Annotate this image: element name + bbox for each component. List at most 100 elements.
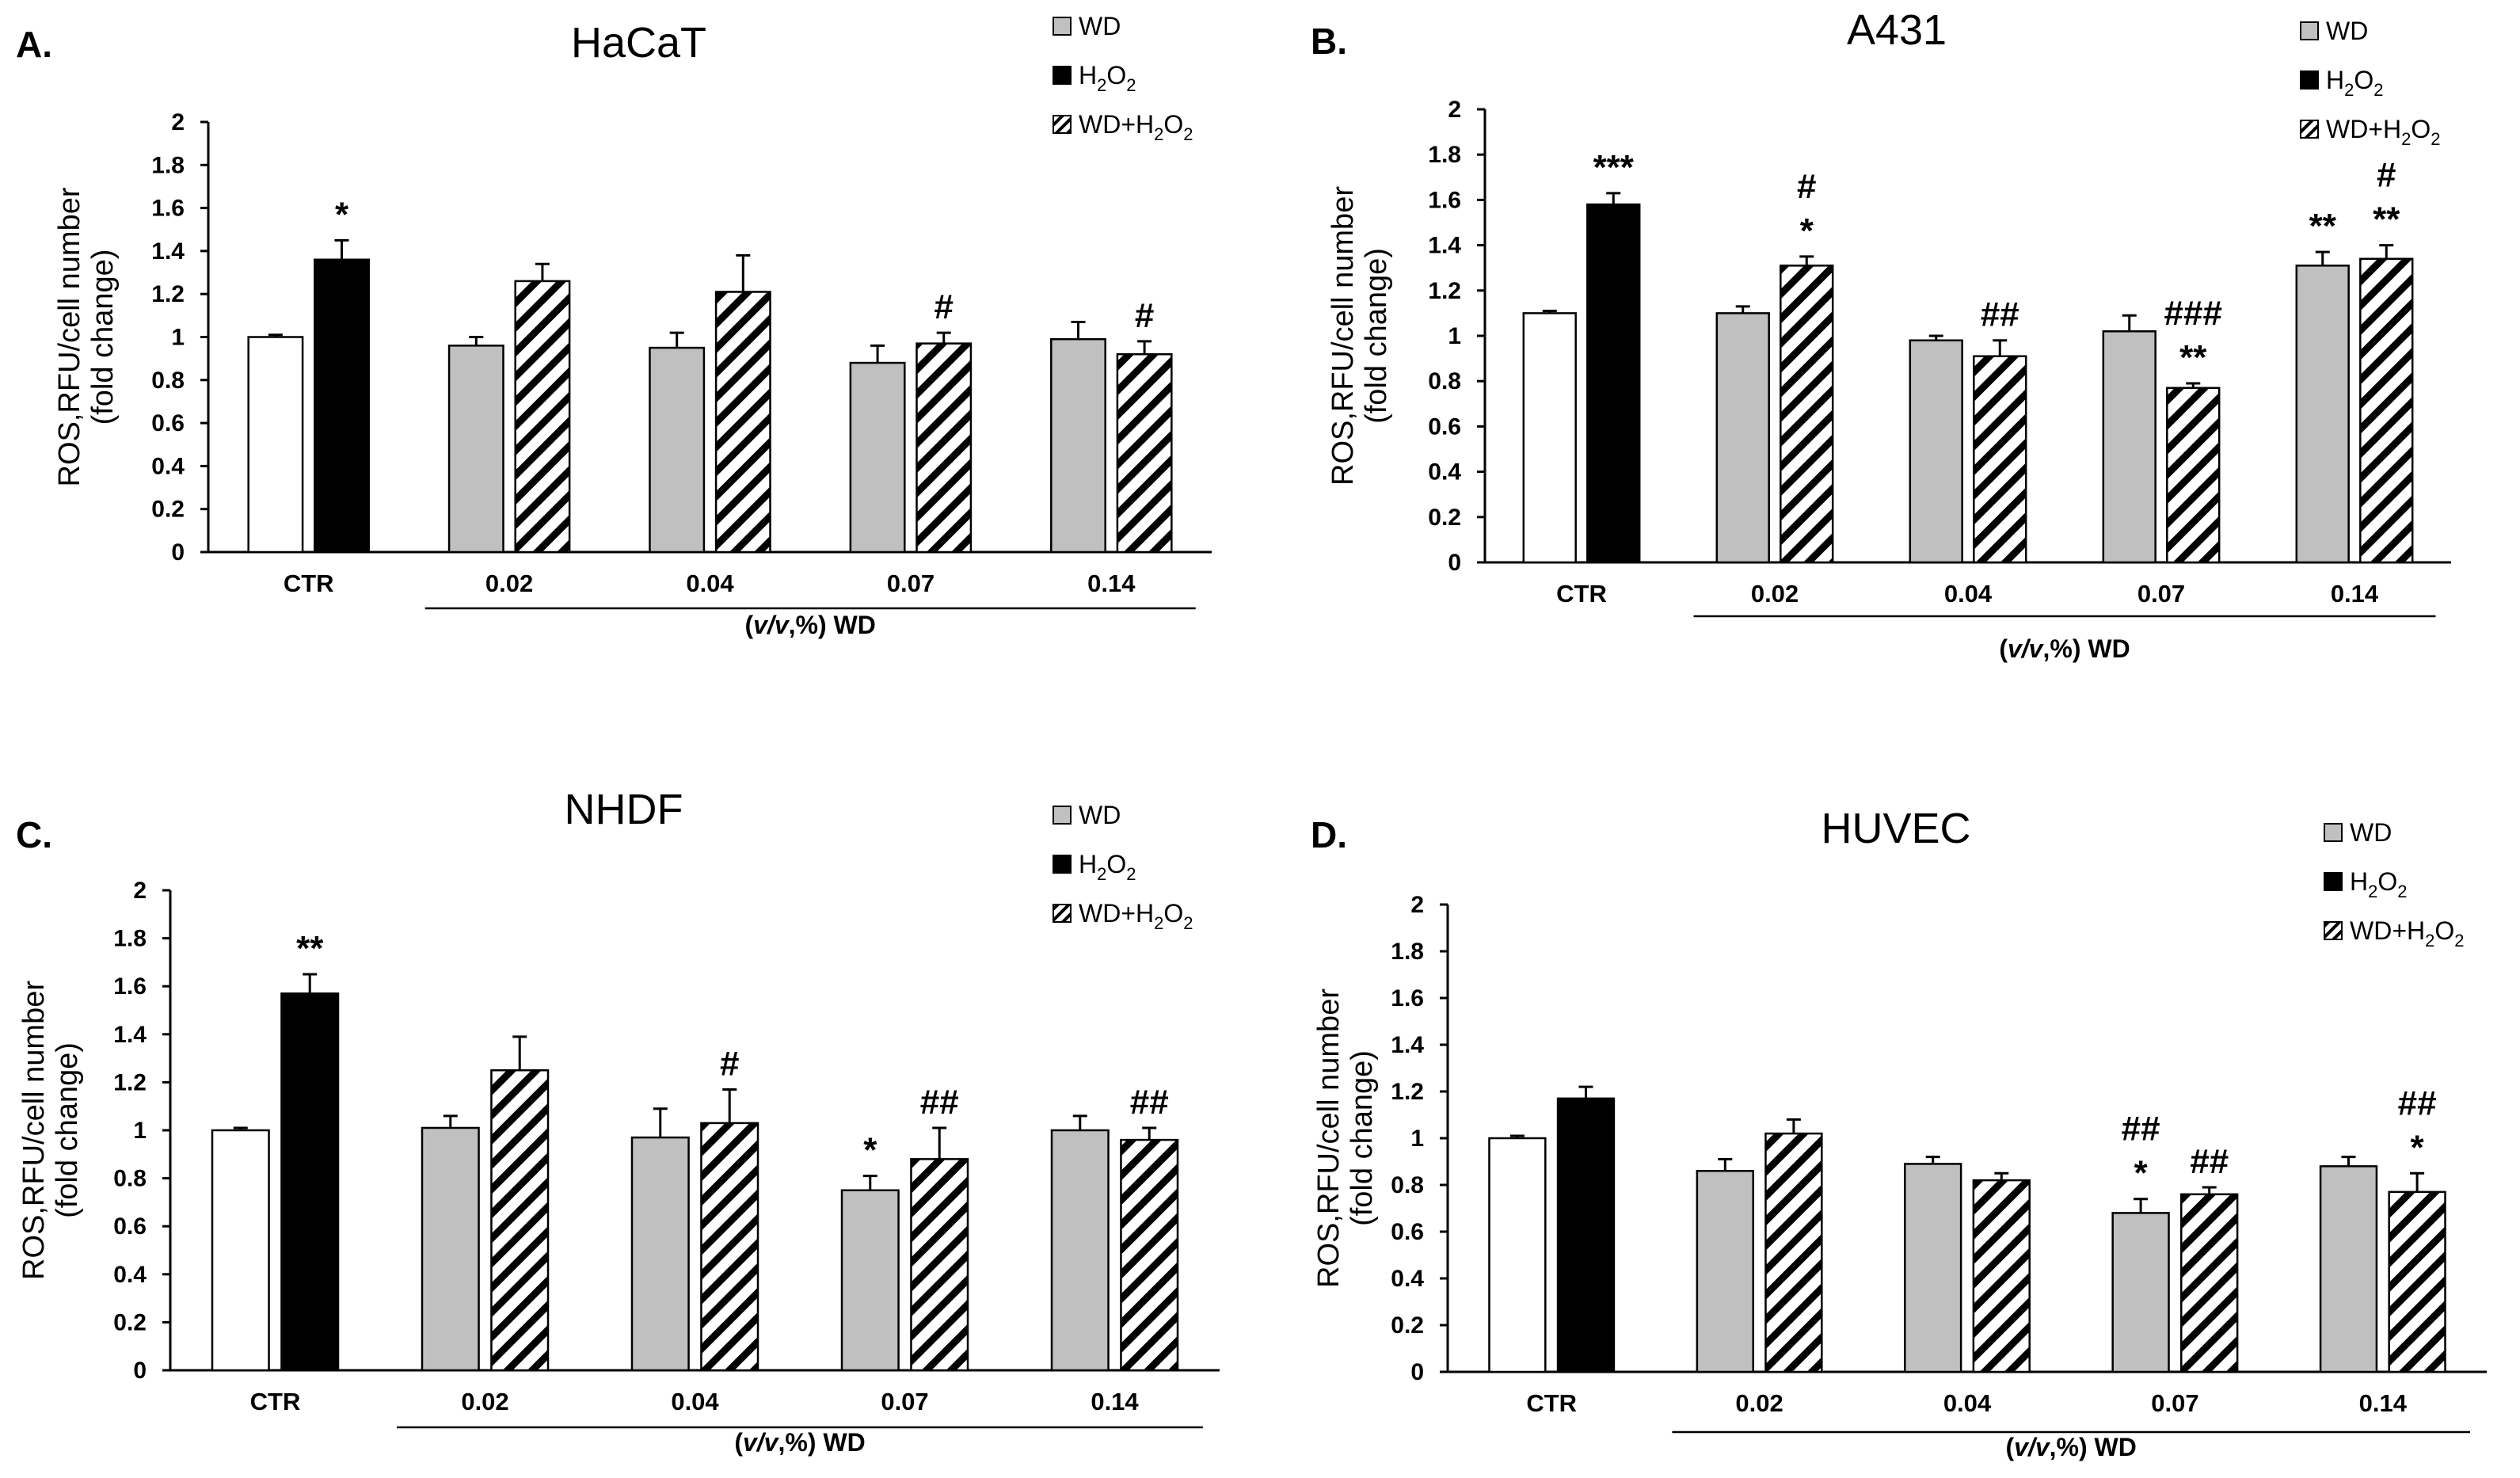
panel-hacat: A. HaCaT 0 0.2 0.4 0.6 0.8 1 1.2 1.4 1.6 1.8 2 ROS,RF… — [16, 12, 1212, 639]
y-tick-label: 0.2 — [1428, 505, 1461, 531]
y-axis-label: ROS,RFU/cell number — [17, 981, 51, 1280]
chart-title: HaCaT — [571, 19, 706, 67]
bar-wd-0.04 — [1909, 339, 1963, 564]
x-axis-label: (v/v,%) WD — [745, 611, 876, 639]
legend-label: WD — [2350, 818, 2392, 847]
bar-wd-0.07 — [2102, 330, 2156, 564]
legend-label: H2​O2​ — [1079, 850, 1136, 884]
significance-marker: ### — [2164, 294, 2222, 333]
bar-wd-h2o2-0.02 — [490, 1069, 550, 1372]
significance-marker: # — [934, 288, 953, 326]
legend-swatch — [1053, 17, 1072, 36]
x-tick-label: 0.04 — [671, 1388, 719, 1415]
x-tick-label: CTR — [250, 1388, 301, 1415]
y-tick-label: 1 — [133, 1118, 147, 1144]
significance-marker: * — [335, 195, 349, 234]
y-tick-label: 0.8 — [1391, 1172, 1424, 1198]
y-tick-label: 1.6 — [113, 973, 147, 1000]
x-tick-label: 0.02 — [485, 569, 533, 597]
bar-wd-0.02 — [421, 1126, 480, 1372]
bar-wd-h2o2-0.14 — [2388, 1190, 2446, 1373]
y-axis-label-sub: (fold change) — [51, 1042, 84, 1218]
panel-letter: D. — [1311, 814, 1347, 855]
x-tick-label: 0.02 — [1735, 1389, 1783, 1417]
x-tick-label: 0.14 — [2331, 580, 2379, 608]
legend: WD H2​O2​ WD+H2​O2​ — [1053, 12, 1193, 144]
legend-label: WD — [2326, 17, 2368, 45]
panel-letter: A. — [16, 24, 52, 65]
panel-letter: B. — [1311, 21, 1347, 62]
x-tick-label: 0.02 — [1751, 580, 1799, 608]
x-tick-label: 0.04 — [1944, 580, 1993, 608]
y-tick-label: 1.4 — [1391, 1032, 1424, 1058]
bar-group-0.02 — [447, 262, 571, 554]
y-tick-label: 1 — [171, 325, 185, 351]
x-axis-label: (v/v,%) WD — [1999, 634, 2130, 663]
y-axis-label-sub: (fold change) — [1346, 1050, 1379, 1226]
y-tick-label: 0 — [133, 1358, 147, 1384]
y-tick-label: 1 — [1448, 323, 1461, 349]
bar-h2o2-CTR — [1586, 203, 1641, 564]
legend-label: WD+H2​O2​ — [1079, 110, 1193, 144]
y-axis-label-sub: (fold change) — [86, 250, 120, 425]
bar-wd-h2o2-0.14 — [2359, 257, 2414, 564]
y-tick-label: 0.2 — [151, 497, 185, 523]
y-tick-label: 1.6 — [1391, 985, 1424, 1011]
bar-wd-h2o2-0.07 — [2166, 387, 2221, 564]
bar-wd-0.04 — [649, 346, 706, 554]
significance-marker: *** — [1593, 148, 1635, 187]
bar-wd-h2o2-0.04 — [700, 1122, 759, 1372]
bar-wd-h2o2-0.07 — [910, 1158, 969, 1372]
legend-swatch — [2300, 70, 2319, 90]
y-tick-label: 0.4 — [1428, 459, 1461, 486]
bar-wd-h2o2-0.14 — [1116, 352, 1173, 554]
bar-group-0.04: ## — [1909, 295, 2027, 564]
y-tick-label: 0.6 — [1391, 1219, 1424, 1245]
significance-marker: ## — [2122, 1110, 2160, 1148]
bar-group-0.14: # — [1050, 296, 1173, 554]
y-tick-label: 0 — [1410, 1359, 1424, 1385]
legend-swatch — [2324, 872, 2343, 891]
bar-wd-h2o2-0.02 — [1780, 265, 1834, 564]
bar-wd-0.02 — [1696, 1170, 1754, 1373]
bar-wd-0.02 — [1715, 312, 1770, 564]
y-tick-label: 2 — [133, 878, 147, 904]
bar-h2o2-CTR — [280, 992, 340, 1372]
significance-marker: ## — [1130, 1083, 1169, 1122]
y-tick-label: 1.8 — [1428, 142, 1461, 168]
significance-marker: ** — [2373, 200, 2400, 239]
legend-label: H2​O2​ — [2350, 867, 2408, 901]
chart-title: A431 — [1847, 6, 1947, 54]
bar-group-0.07: ** ### — [2102, 294, 2222, 564]
y-tick-label: 1.4 — [151, 238, 185, 265]
bar-group-CTR: * — [247, 195, 370, 554]
significance-marker: ** — [2179, 338, 2207, 377]
legend-swatch — [1053, 66, 1072, 85]
legend-swatch — [1053, 904, 1072, 923]
bar-group-CTR: *** — [1522, 148, 1641, 564]
x-tick-label: 0.04 — [1943, 1389, 1992, 1417]
bar-group-0.04: # — [630, 1044, 759, 1372]
chart-title: NHDF — [565, 786, 683, 833]
bar-wd-0.07 — [840, 1189, 900, 1372]
bar-wd-0.07 — [849, 361, 906, 554]
x-tick-label: 0.14 — [2359, 1389, 2408, 1417]
bar-group-0.07: * ## — [840, 1083, 969, 1372]
legend-swatch — [1053, 855, 1072, 874]
bar-control-CTR — [247, 336, 304, 554]
y-tick-label: 0.4 — [1391, 1266, 1424, 1292]
bar-group-0.14: ** ** # — [2295, 156, 2414, 564]
y-axis-label: ROS,RFU/cell number — [1327, 186, 1360, 486]
significance-marker: * — [863, 1131, 877, 1170]
y-tick-label: 2 — [171, 109, 185, 135]
significance-marker: ## — [1981, 295, 2019, 334]
significance-marker: * — [2134, 1154, 2149, 1193]
y-tick-label: 1.8 — [151, 152, 185, 178]
x-tick-label: CTR — [1526, 1389, 1577, 1417]
significance-marker: # — [1135, 296, 1154, 335]
y-tick-label: 1.4 — [1428, 233, 1461, 259]
bar-wd-h2o2-0.02 — [1764, 1132, 1823, 1373]
legend-swatch — [2324, 921, 2343, 940]
y-tick-label: 1.4 — [113, 1022, 147, 1048]
bar-wd-0.07 — [2111, 1212, 2170, 1373]
